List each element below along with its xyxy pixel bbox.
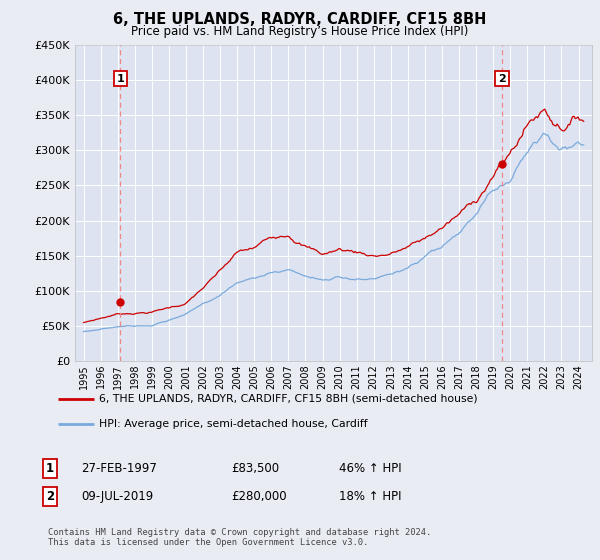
Text: 6, THE UPLANDS, RADYR, CARDIFF, CF15 8BH (semi-detached house): 6, THE UPLANDS, RADYR, CARDIFF, CF15 8BH… (99, 394, 478, 404)
Text: 6, THE UPLANDS, RADYR, CARDIFF, CF15 8BH: 6, THE UPLANDS, RADYR, CARDIFF, CF15 8BH (113, 12, 487, 27)
Text: 1: 1 (46, 462, 54, 475)
Text: Price paid vs. HM Land Registry’s House Price Index (HPI): Price paid vs. HM Land Registry’s House … (131, 25, 469, 38)
Text: 18% ↑ HPI: 18% ↑ HPI (339, 490, 401, 503)
Text: 2: 2 (498, 73, 506, 83)
Text: HPI: Average price, semi-detached house, Cardiff: HPI: Average price, semi-detached house,… (99, 419, 368, 430)
Text: 1: 1 (116, 73, 124, 83)
Text: 27-FEB-1997: 27-FEB-1997 (81, 462, 157, 475)
Text: 09-JUL-2019: 09-JUL-2019 (81, 490, 153, 503)
Text: 2: 2 (46, 490, 54, 503)
Text: £280,000: £280,000 (231, 490, 287, 503)
Text: £83,500: £83,500 (231, 462, 279, 475)
Text: Contains HM Land Registry data © Crown copyright and database right 2024.
This d: Contains HM Land Registry data © Crown c… (48, 528, 431, 547)
Text: 46% ↑ HPI: 46% ↑ HPI (339, 462, 401, 475)
